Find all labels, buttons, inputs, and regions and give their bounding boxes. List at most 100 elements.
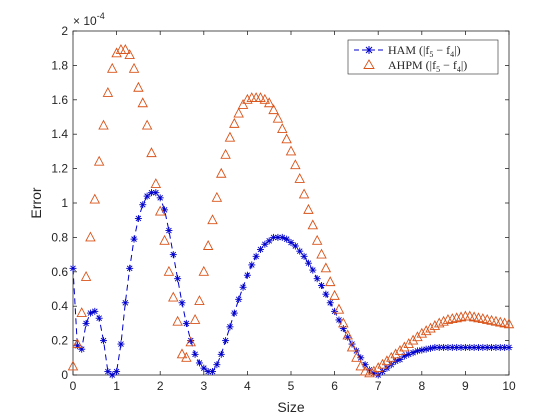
data-point [67, 360, 79, 371]
data-point [309, 266, 317, 274]
data-point [390, 348, 401, 359]
data-point [281, 133, 292, 144]
data-point [182, 319, 190, 327]
data-point [394, 344, 406, 355]
plot-area [72, 30, 510, 376]
data-point [248, 261, 256, 269]
data-point [150, 178, 162, 189]
data-point [339, 325, 347, 333]
data-point [200, 364, 208, 372]
data-point [438, 315, 449, 326]
data-point [204, 368, 212, 376]
data-point [442, 313, 454, 324]
y-tick-label: 0.8 [51, 230, 68, 244]
y-tick-label: 1.6 [51, 93, 68, 107]
data-point [133, 81, 144, 92]
x-tick-label: 1 [113, 379, 120, 393]
data-point [217, 350, 225, 358]
data-point [226, 323, 234, 331]
data-point [237, 98, 249, 109]
data-point [82, 319, 90, 327]
data-point [93, 155, 105, 166]
legend-entry-ham: HAM (|f5 − f4|) [354, 43, 461, 59]
data-point [364, 367, 375, 378]
data-point [307, 219, 319, 230]
data-point [159, 234, 170, 245]
y-tick-label: 0.2 [51, 334, 68, 348]
data-point [422, 345, 430, 353]
data-point [120, 43, 131, 54]
data-point [503, 318, 515, 329]
data-point [255, 92, 266, 103]
data-point [102, 86, 114, 97]
data-point [418, 346, 426, 354]
data-point [291, 242, 299, 250]
data-point [403, 338, 414, 348]
data-point [342, 329, 353, 340]
x-tick-label: 9 [462, 379, 469, 393]
data-point [76, 307, 87, 318]
data-point [202, 240, 214, 250]
data-point [89, 193, 101, 204]
data-point [113, 368, 121, 376]
data-point [185, 336, 196, 347]
data-point [69, 264, 77, 272]
data-point [427, 344, 435, 352]
data-point [172, 315, 183, 326]
x-tick-label: 7 [375, 379, 382, 393]
data-point [207, 214, 218, 225]
data-point [178, 299, 186, 307]
data-point [368, 365, 380, 376]
y-tick-label: 1.4 [51, 127, 68, 141]
data-point [121, 299, 129, 307]
data-point [222, 337, 230, 345]
data-point [287, 239, 295, 247]
data-point [230, 309, 238, 317]
data-point [100, 337, 108, 345]
legend-ahpm-marker [363, 59, 375, 69]
y-tick-label: 1.8 [51, 58, 68, 72]
data-point [351, 351, 362, 362]
data-point [444, 343, 452, 351]
data-point [126, 264, 134, 272]
x-tick-label: 5 [288, 379, 295, 393]
data-point [181, 351, 192, 362]
data-point [285, 145, 297, 156]
data-point [381, 355, 393, 366]
data-point [320, 262, 332, 273]
data-point [451, 312, 462, 323]
data-point [329, 289, 340, 300]
data-point [152, 189, 160, 197]
data-point [335, 316, 343, 324]
data-point [433, 317, 445, 328]
legend-entry-ahpm: AHPM (|f5 − f4|) [363, 58, 467, 74]
x-tick-label: 0 [70, 379, 77, 393]
data-point [80, 270, 92, 281]
data-point [146, 147, 157, 158]
data-point [191, 350, 199, 358]
data-point [359, 365, 371, 376]
data-point [209, 368, 217, 376]
data-point [346, 341, 358, 352]
x-tick-label: 10 [502, 379, 516, 393]
data-point [106, 62, 118, 73]
data-point [134, 214, 142, 222]
data-point [261, 240, 269, 248]
data-point [322, 290, 330, 298]
data-point [72, 338, 83, 348]
data-point [235, 295, 243, 303]
data-point [333, 303, 345, 314]
data-point [95, 314, 103, 322]
data-point [283, 235, 291, 243]
y-exponent-power: -4 [97, 11, 105, 21]
data-point [311, 234, 323, 245]
data-point [355, 360, 367, 371]
data-point [130, 235, 138, 243]
data-point [272, 112, 284, 123]
data-point [139, 201, 147, 209]
data-point [429, 320, 441, 330]
data-point [372, 362, 384, 373]
data-point [117, 340, 125, 348]
data-point [143, 192, 151, 200]
